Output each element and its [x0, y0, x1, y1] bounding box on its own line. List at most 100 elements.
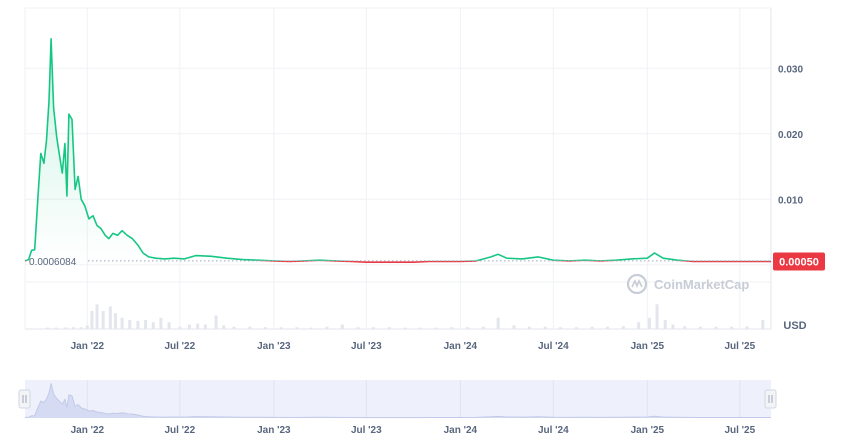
- volume-bar: [671, 324, 675, 329]
- volume-bar: [605, 326, 609, 329]
- volume-bar: [108, 306, 112, 329]
- volume-bar: [387, 327, 391, 329]
- x-tick-label: Jan '24: [444, 341, 478, 352]
- volume-bar: [481, 326, 485, 329]
- volume-bar: [203, 324, 207, 329]
- volume-bar: [543, 326, 547, 329]
- volume-bar: [167, 322, 171, 329]
- volume-bar: [527, 326, 531, 329]
- coinmarketcap-logo-icon: [626, 273, 648, 295]
- volume-bar: [222, 325, 226, 329]
- watermark: CoinMarketCap: [626, 273, 749, 295]
- volume-bar: [79, 327, 83, 329]
- volume-bar: [128, 320, 132, 329]
- volume-bar: [698, 326, 702, 329]
- navigator-grid: [86, 380, 741, 418]
- current-price-value: 0.00050: [779, 257, 819, 269]
- volume-bar: [113, 313, 117, 329]
- volume-bar: [340, 324, 344, 329]
- volume-bar: [663, 320, 667, 329]
- volume-bar: [95, 304, 99, 329]
- y-tick-label: 0.030: [778, 64, 803, 75]
- volume-bar: [72, 327, 76, 329]
- navigator-x-tick-label: Jan '22: [71, 425, 105, 436]
- watermark-text: CoinMarketCap: [654, 277, 749, 292]
- y-axis: 0.030 0.020 0.010: [778, 64, 803, 206]
- navigator-area: [25, 383, 771, 418]
- y-tick-label: 0.010: [778, 195, 803, 206]
- x-tick-label: Jul '24: [538, 341, 569, 352]
- volume-bar: [655, 304, 659, 329]
- volume-bar: [574, 327, 578, 329]
- volume-bar: [621, 326, 625, 329]
- volume-bar: [151, 322, 155, 329]
- volume-bar: [403, 327, 407, 329]
- volume-bars: [30, 304, 765, 329]
- volume-bar: [263, 327, 267, 329]
- x-tick-label: Jul '23: [351, 341, 382, 352]
- volume-bar: [418, 327, 422, 329]
- x-axis: Jan '22 Jul '22 Jan '23 Jul '23 Jan '24 Jul '…: [71, 341, 756, 352]
- navigator-x-tick-label: Jan '24: [444, 425, 478, 436]
- current-price-badge: 0.00050: [773, 252, 825, 271]
- currency-label: USD: [783, 320, 806, 332]
- volume-bar: [637, 322, 641, 329]
- volume-bar: [434, 327, 438, 329]
- coinmarketcap-logo-wave-icon: [631, 279, 643, 289]
- start-price-label: 0.0006084: [29, 257, 77, 268]
- current-price-badge-bg: [773, 252, 825, 271]
- volume-bar: [512, 325, 516, 329]
- x-tick-label: Jul '25: [724, 341, 755, 352]
- volume-bar: [761, 320, 765, 329]
- price-line-down: [24, 260, 771, 263]
- volume-bar: [325, 326, 329, 329]
- navigator-x-tick-label: Jul '25: [724, 425, 755, 436]
- navigator-x-axis: Jan '22 Jul '22 Jan '23 Jul '23 Jan '24 Jul '…: [71, 425, 756, 436]
- navigator-x-tick-label: Jul '22: [164, 425, 195, 436]
- volume-bar: [496, 317, 500, 329]
- navigator-series: [24, 383, 771, 419]
- volume-bar: [279, 327, 283, 329]
- volume-bar: [745, 326, 749, 329]
- volume-bar: [295, 327, 299, 329]
- price-line-up: [24, 38, 771, 261]
- volume-bar: [54, 327, 58, 329]
- volume-bar: [450, 327, 454, 329]
- volume-bar: [465, 327, 469, 329]
- volume-bar: [214, 315, 218, 329]
- grid: [24, 7, 772, 330]
- navigator-x-tick-label: Jan '25: [631, 425, 665, 436]
- navigator-line: [24, 383, 771, 419]
- x-tick-label: Jan '23: [257, 341, 291, 352]
- navigator-x-tick-label: Jul '24: [538, 425, 569, 436]
- volume-bar: [590, 326, 594, 329]
- volume-bar: [85, 325, 89, 329]
- volume-bar: [714, 326, 718, 329]
- volume-bar: [188, 324, 192, 329]
- volume-bar: [309, 327, 313, 329]
- volume-bar: [90, 311, 94, 329]
- volume-bar: [356, 327, 360, 329]
- navigator-right-handle[interactable]: [764, 389, 777, 409]
- volume-bar: [159, 317, 163, 329]
- x-tick-label: Jan '25: [631, 341, 665, 352]
- volume-bar: [45, 327, 49, 329]
- volume-bar: [683, 326, 687, 329]
- x-tick-label: Jan '22: [71, 341, 105, 352]
- volume-bar: [730, 326, 734, 329]
- volume-bar: [178, 326, 182, 329]
- volume-bar: [144, 320, 148, 329]
- volume-bar: [64, 327, 68, 329]
- volume-bar: [647, 317, 651, 329]
- volume-bar: [196, 323, 200, 329]
- volume-bar: [558, 327, 562, 329]
- volume-bar: [101, 311, 105, 329]
- navigator-left-handle[interactable]: [18, 389, 31, 409]
- range-navigator[interactable]: [18, 380, 777, 419]
- y-tick-label: 0.020: [778, 130, 803, 141]
- navigator-window[interactable]: [25, 380, 771, 418]
- volume-bar: [136, 320, 140, 329]
- volume-bar: [232, 326, 236, 329]
- price-area-fill: [25, 38, 771, 261]
- navigator-x-tick-label: Jan '23: [257, 425, 291, 436]
